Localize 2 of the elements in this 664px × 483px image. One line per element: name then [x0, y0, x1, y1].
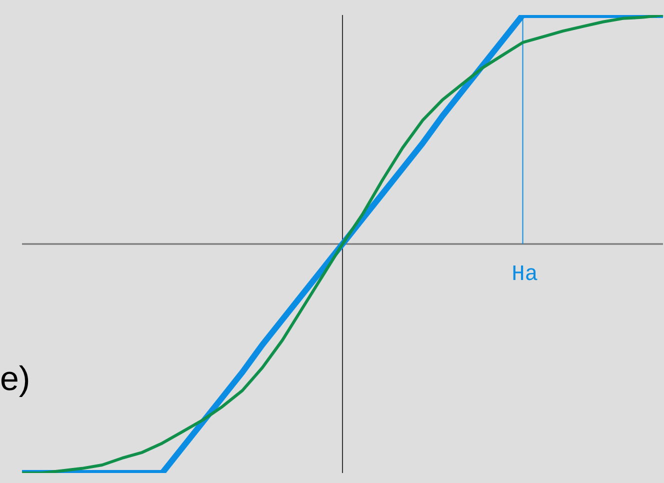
annotation: e) [0, 360, 30, 399]
annotation: Ha [512, 262, 538, 287]
